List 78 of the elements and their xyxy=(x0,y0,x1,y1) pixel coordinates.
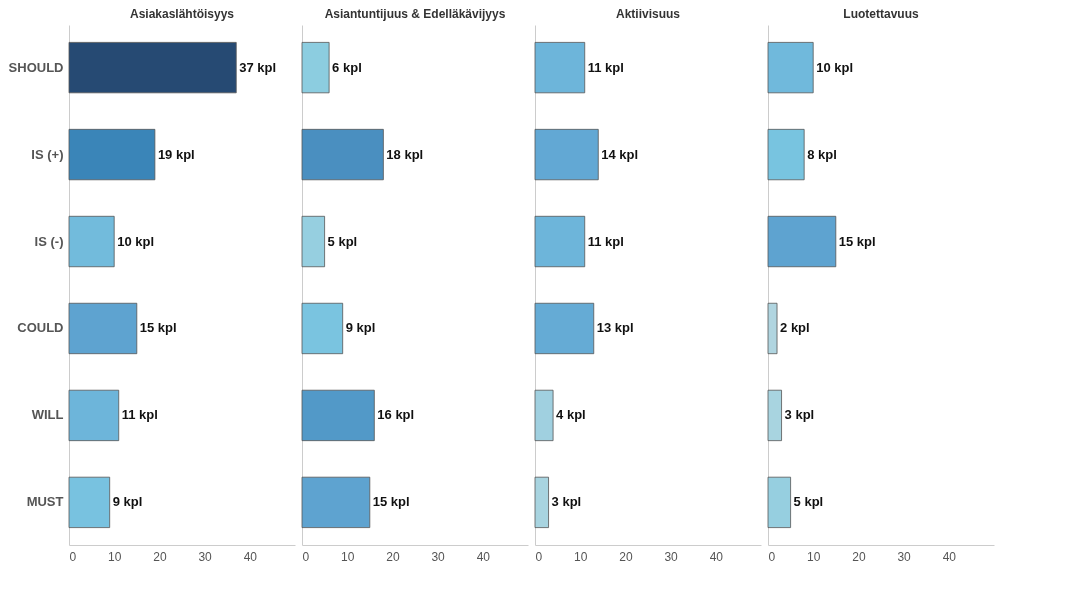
x-tick-label: 10 xyxy=(574,549,588,564)
data-label: 15 kpl xyxy=(838,233,876,249)
data-label: 11 kpl xyxy=(587,59,624,75)
data-label: 10 kpl xyxy=(117,233,155,249)
chart-title: Asiantuntijuus & Edelläkävijyys xyxy=(324,7,506,21)
x-tick-label: 20 xyxy=(852,549,866,564)
bar xyxy=(68,476,111,529)
chart-title: Asiakaslähtöisyys xyxy=(129,7,235,21)
data-label: 18 kpl xyxy=(386,146,424,162)
bar xyxy=(301,476,371,529)
x-tick-label: 10 xyxy=(108,549,122,564)
data-label: 3 kpl xyxy=(551,494,582,510)
x-tick-label: 30 xyxy=(897,549,912,564)
bar xyxy=(767,41,814,94)
data-label: 16 kpl xyxy=(377,407,415,423)
bar xyxy=(534,41,586,94)
bar xyxy=(767,389,782,442)
data-label: 5 kpl xyxy=(327,233,358,249)
data-label: 4 kpl xyxy=(556,407,586,423)
y-tick-label: SHOULD xyxy=(8,59,64,75)
bar xyxy=(767,476,791,529)
data-label: 11 kpl xyxy=(121,407,158,423)
x-tick-label: 20 xyxy=(386,549,400,564)
data-label: 15 kpl xyxy=(139,320,177,336)
bar xyxy=(534,389,554,442)
bar xyxy=(534,128,599,181)
bar xyxy=(534,215,586,268)
bar xyxy=(68,389,120,442)
bar xyxy=(534,476,549,529)
x-tick-label: 40 xyxy=(476,549,491,564)
bar xyxy=(68,215,115,268)
data-label: 5 kpl xyxy=(793,494,824,510)
data-label: 8 kpl xyxy=(807,146,837,162)
data-label: 9 kpl xyxy=(345,320,376,336)
x-tick-label: 20 xyxy=(619,549,633,564)
data-label: 19 kpl xyxy=(157,146,195,162)
y-tick-label: MUST xyxy=(26,494,64,510)
bar xyxy=(767,302,778,355)
data-label: 3 kpl xyxy=(784,407,815,423)
data-label: 6 kpl xyxy=(332,59,362,75)
x-tick-label: 30 xyxy=(431,549,446,564)
y-tick-label: IS (-) xyxy=(34,233,64,249)
bar xyxy=(68,41,237,94)
data-label: 11 kpl xyxy=(587,233,624,249)
x-tick-label: 40 xyxy=(243,549,258,564)
bar xyxy=(301,41,330,94)
data-label: 14 kpl xyxy=(601,146,639,162)
bar xyxy=(301,302,344,355)
x-tick-label: 0 xyxy=(535,549,543,564)
bar xyxy=(301,389,375,442)
x-tick-label: 10 xyxy=(341,549,355,564)
x-tick-label: 30 xyxy=(664,549,679,564)
bar xyxy=(68,302,138,355)
bar xyxy=(301,215,325,268)
x-tick-label: 10 xyxy=(807,549,821,564)
x-tick-label: 40 xyxy=(709,549,724,564)
data-label: 10 kpl xyxy=(816,59,854,75)
y-tick-label: WILL xyxy=(31,407,64,423)
x-tick-label: 20 xyxy=(153,549,167,564)
chart-title: Aktiivisuus xyxy=(615,7,681,21)
bar xyxy=(767,215,837,268)
bar xyxy=(534,302,595,355)
bar xyxy=(767,128,805,181)
data-label: 9 kpl xyxy=(112,494,143,510)
bar xyxy=(301,128,384,181)
data-label: 2 kpl xyxy=(780,320,810,336)
x-tick-label: 0 xyxy=(302,549,310,564)
data-label: 15 kpl xyxy=(372,494,410,510)
x-tick-label: 0 xyxy=(768,549,776,564)
bar xyxy=(68,128,156,181)
data-label: 37 kpl xyxy=(239,59,277,75)
x-tick-label: 0 xyxy=(69,549,77,564)
y-tick-label: COULD xyxy=(17,320,64,336)
y-tick-label: IS (+) xyxy=(31,146,64,162)
data-label: 13 kpl xyxy=(596,320,634,336)
x-tick-label: 30 xyxy=(198,549,213,564)
chart-title: Luotettavuus xyxy=(843,7,919,21)
x-tick-label: 40 xyxy=(942,549,957,564)
